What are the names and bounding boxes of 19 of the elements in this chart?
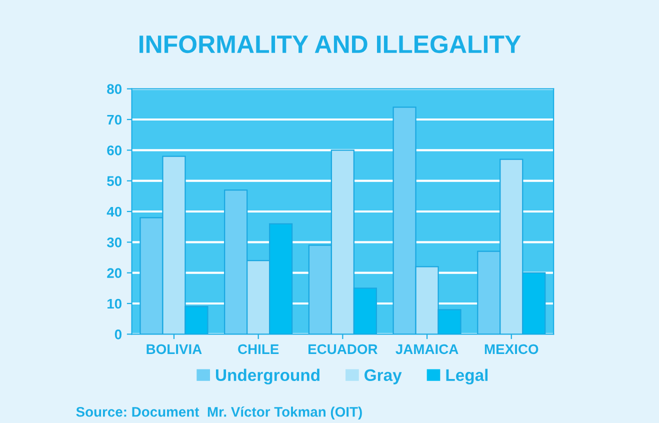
legend-label: Gray xyxy=(364,369,402,384)
y-tick-label: 10 xyxy=(108,298,122,309)
y-tick-label: 80 xyxy=(107,84,122,94)
y-tick-label: 70 xyxy=(107,114,122,125)
source-note: Source: Document Mr. Víctor Tokman (OIT) xyxy=(76,406,362,420)
x-tick-label: ECUADOR xyxy=(308,344,378,354)
y-tick-label: 20 xyxy=(107,268,122,278)
y-tick-label: 30 xyxy=(106,238,122,248)
legend-label: Legal xyxy=(446,368,488,384)
y-tick-label: 50 xyxy=(107,176,122,186)
chart-title: INFORMALITY AND ILLEGALITY xyxy=(140,35,521,54)
x-tick-label: BOLIVIA xyxy=(146,344,202,354)
x-tick-label: JAMAICA xyxy=(396,344,458,354)
y-tick-label: 0 xyxy=(114,330,122,340)
x-tick-label: CHILE xyxy=(238,344,279,354)
y-tick-label: 40 xyxy=(106,206,122,217)
legend-label: Underground xyxy=(216,368,320,384)
y-tick-label: 60 xyxy=(107,146,122,156)
x-tick-label: MEXICO xyxy=(484,344,538,354)
